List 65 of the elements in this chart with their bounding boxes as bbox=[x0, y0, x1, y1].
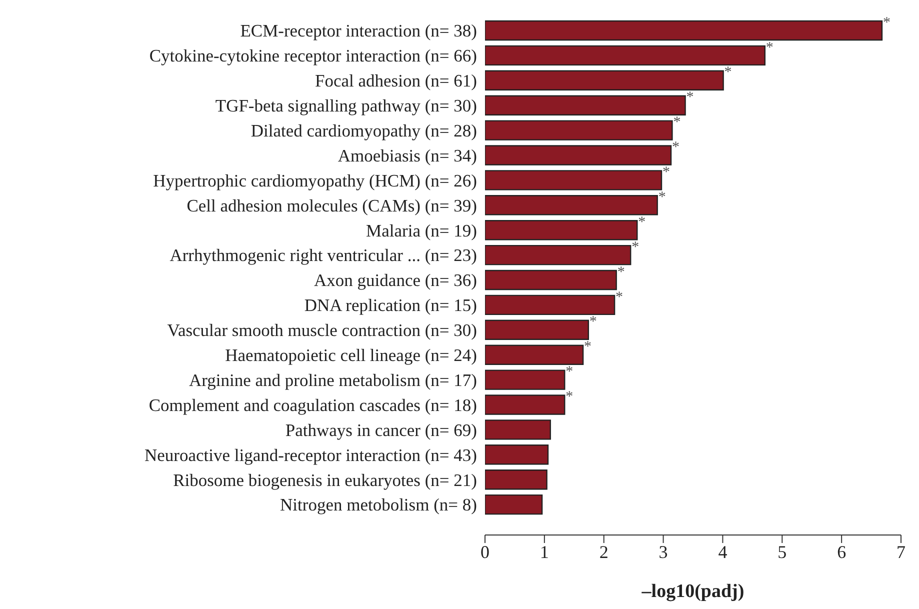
x-tick-label: 5 bbox=[778, 542, 787, 562]
y-tick-label: Malaria (n= 19) bbox=[366, 220, 478, 240]
bar bbox=[485, 344, 584, 365]
bar bbox=[485, 170, 662, 190]
x-tick-label: 4 bbox=[718, 542, 728, 562]
bar bbox=[485, 195, 658, 216]
y-tick-label: Dilated cardiomyopathy (n= 28) bbox=[250, 120, 478, 140]
bar bbox=[485, 469, 548, 490]
bar bbox=[485, 45, 766, 66]
data-label: * bbox=[724, 64, 732, 81]
bar bbox=[485, 244, 632, 266]
bar bbox=[485, 145, 672, 166]
bar bbox=[485, 220, 638, 240]
y-tick-label: Vascular smooth muscle contraction (n= 30) bbox=[167, 320, 478, 340]
y-tick-label: DNA replication (n= 15) bbox=[304, 295, 478, 316]
data-label: * bbox=[616, 289, 624, 306]
bar bbox=[485, 294, 616, 316]
y-tick-label: Ribosome biogenesis in eukaryotes (n= 21) bbox=[173, 470, 478, 490]
bar bbox=[485, 394, 566, 415]
y-tick-label: Nitrogen metobolism (n= 8) bbox=[280, 494, 478, 515]
y-tick-label: Pathways in cancer (n= 69) bbox=[285, 420, 478, 440]
data-label: * bbox=[589, 314, 597, 330]
y-tick-label: ECM-receptor interaction (n= 38) bbox=[240, 20, 478, 41]
y-tick-label: Haematopoietic cell lineage (n= 24) bbox=[225, 345, 478, 366]
data-label: * bbox=[686, 90, 694, 106]
y-tick-label: Cytokine-cytokine receptor interaction (n= 66) bbox=[149, 46, 478, 66]
x-tick-label: 7 bbox=[896, 542, 906, 562]
y-tick-label: Hypertrophic cardiomyopathy (HCM) (n= 26) bbox=[153, 170, 478, 190]
x-axis-title: –log10(padj) bbox=[640, 581, 744, 602]
bar bbox=[485, 70, 724, 90]
bar bbox=[485, 444, 549, 465]
bar bbox=[485, 270, 617, 290]
x-tick-label: 0 bbox=[480, 542, 490, 562]
data-label: * bbox=[584, 339, 592, 356]
bar bbox=[485, 370, 566, 390]
x-tick-label: 3 bbox=[658, 542, 668, 562]
x-tick-label: 1 bbox=[540, 542, 549, 562]
data-label: * bbox=[638, 214, 646, 230]
y-tick-label: Axon guidance (n= 36) bbox=[314, 270, 478, 290]
y-tick-label: Arrhythmogenic right ventricular ... (n= 23) bbox=[170, 245, 478, 266]
data-label: * bbox=[658, 189, 666, 206]
y-tick-label: Amoebiasis (n= 34) bbox=[338, 145, 478, 166]
bar bbox=[485, 120, 673, 140]
data-label: * bbox=[566, 364, 574, 380]
data-label: * bbox=[673, 114, 681, 131]
x-tick-label: 2 bbox=[599, 542, 608, 562]
data-label: * bbox=[766, 40, 774, 56]
bar bbox=[485, 320, 590, 340]
data-label: * bbox=[662, 164, 670, 181]
y-tick-label: Arginine and proline metabolism (n= 17) bbox=[188, 370, 478, 390]
y-tick-label: Focal adhesion (n= 61) bbox=[315, 70, 478, 91]
y-tick-label: TGF-beta signalling pathway (n= 30) bbox=[215, 96, 478, 116]
data-label: * bbox=[566, 389, 574, 406]
bar bbox=[485, 95, 686, 116]
data-label: * bbox=[632, 239, 640, 256]
y-tick-label: Complement and coagulation cascades (n= 18) bbox=[148, 394, 478, 415]
bar bbox=[485, 420, 551, 440]
bar bbox=[485, 20, 883, 41]
bar bbox=[485, 494, 543, 515]
data-label: * bbox=[882, 14, 890, 31]
data-label: * bbox=[617, 264, 625, 280]
x-tick-label: 6 bbox=[837, 542, 846, 562]
y-tick-label: Neuroactive ligand-receptor interaction (n= 43) bbox=[144, 444, 478, 465]
y-tick-label: Cell adhesion molecules (CAMs) (n= 39) bbox=[186, 195, 478, 216]
data-label: * bbox=[672, 140, 680, 156]
